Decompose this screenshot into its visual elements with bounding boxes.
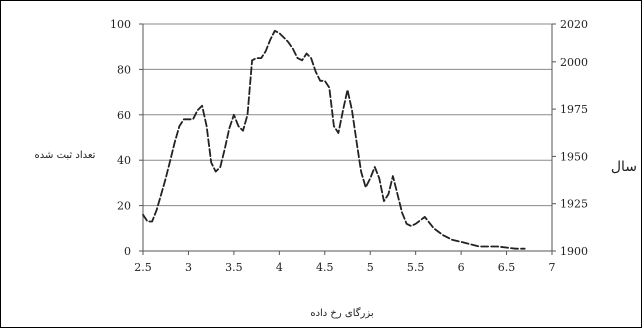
y2-tick-label: 1975 [560,103,588,116]
y-tick-label: 80 [117,63,131,76]
x-tick-label: 7 [549,261,556,274]
x-tick-label: 3.5 [225,261,243,274]
tick-labels: 0 20 40 60 80 100 1900 1925 1950 1975 2000 2020 2.5 3… [110,18,588,274]
y-tick-label: 0 [124,245,131,258]
x-tick-label: 3 [185,261,192,274]
series-line [142,29,526,250]
x-axis-title: بزرگای رخ داده [310,307,373,319]
y-axis-title: تعداد ثبت شده [35,150,96,161]
y2-tick-label: 1925 [560,198,588,211]
y-tick-label: 100 [110,18,131,31]
y-tick-label: 20 [117,200,131,213]
x-tick-label: 6 [458,261,465,274]
y2-tick-label: 2000 [560,56,588,69]
y-tick-label: 60 [117,109,131,122]
y2-axis-title: سال [611,159,637,175]
y2-tick-label: 1900 [560,245,588,258]
series-layer [142,29,526,250]
x-tick-label: 4.5 [316,261,334,274]
x-tick-label: 5.5 [407,261,425,274]
x-tick-label: 5 [367,261,374,274]
y2-tick-label: 2020 [560,18,588,31]
x-tick-label: 2.5 [134,261,152,274]
y-tick-label: 40 [117,154,131,167]
axes [139,23,556,255]
x-tick-label: 4 [276,261,283,274]
x-tick-label: 6.5 [498,261,516,274]
y2-tick-label: 1950 [560,150,588,163]
